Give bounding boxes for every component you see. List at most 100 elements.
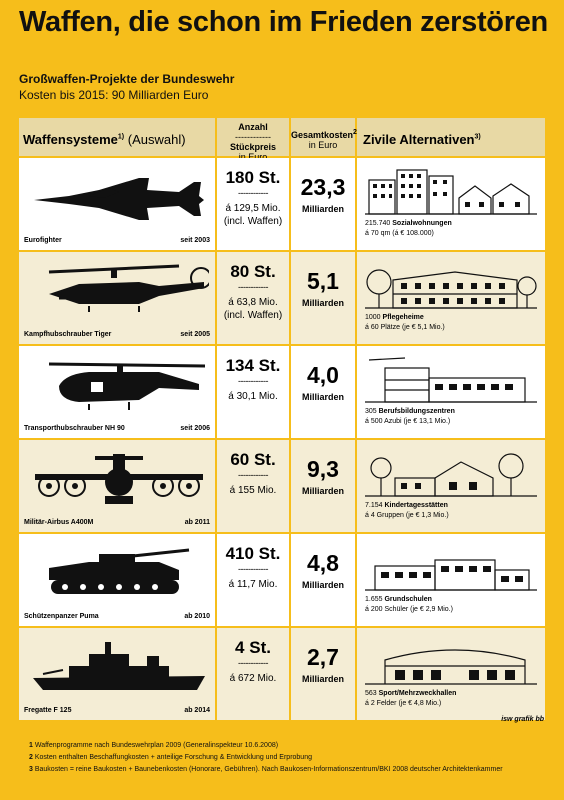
- alternative-count: 1000: [365, 314, 383, 321]
- table-row: Schützenpanzer Puma ab 2010 410 St. ----…: [19, 534, 545, 626]
- total-cost: 4,0: [307, 362, 339, 388]
- header-weapons-sup: 1): [117, 133, 125, 141]
- header-count-line2: Stückpreis: [229, 142, 277, 152]
- header-total-line2: in Euro: [308, 140, 338, 150]
- count-divider: ------------: [238, 282, 268, 292]
- table-row: Transporthubschrauber NH 90 seit 2006 13…: [19, 346, 545, 438]
- cost-line: Kosten bis 2015: 90 Milliarden Euro: [19, 88, 209, 102]
- header-alt-sup: 3): [474, 133, 481, 141]
- alternative-name: Sozialwohnungen: [392, 220, 452, 227]
- page-title: Waffen, die schon im Frieden zerstören: [19, 6, 548, 38]
- weapon-year: ab 2010: [184, 613, 210, 620]
- weapon-year: ab 2011: [184, 519, 210, 526]
- count-divider: ------------: [238, 376, 268, 386]
- table-row: Kampfhubschrauber Tiger seit 2005 80 St.…: [19, 252, 545, 344]
- training-center-icon: [365, 357, 537, 403]
- sports-hall-icon: [365, 649, 537, 685]
- header-alt: Zivile Alternativen: [363, 132, 475, 147]
- tank-icon: [49, 548, 190, 594]
- apartment-buildings-icon: [365, 169, 537, 215]
- header-weapons-note: (Auswahl): [124, 132, 186, 147]
- total-cost: 4,8: [307, 550, 339, 576]
- total-unit: Milliarden: [301, 486, 344, 496]
- unit-price-note: (incl. Waffen): [223, 310, 283, 321]
- credit: isw grafik bb: [501, 716, 544, 723]
- alternative-detail: á 60 Plätze (je € 5,1 Mio.): [365, 324, 445, 331]
- unit-count: 180 St.: [225, 168, 281, 187]
- total-cost: 23,3: [300, 174, 346, 200]
- alternative-detail: á 2 Felder (je € 4,8 Mio.): [365, 700, 442, 707]
- alternative-name: Kindertagesstätten: [384, 502, 448, 509]
- unit-count: 80 St.: [230, 262, 276, 281]
- header-count-line3: in Euro: [238, 152, 268, 162]
- total-cost: 5,1: [307, 268, 339, 294]
- alternative-detail: á 70 qm (á € 108.000): [365, 230, 434, 237]
- unit-price: á 63,8 Mio.: [228, 297, 278, 308]
- weapon-year: seit 2005: [180, 331, 210, 338]
- alternative-count: 7.154: [365, 502, 385, 509]
- header-weapons-cell: Waffensysteme1) (Auswahl): [19, 118, 215, 156]
- weapon-name: Transporthubschrauber NH 90: [24, 425, 125, 432]
- unit-count: 4 St.: [235, 638, 271, 657]
- footnote: 3 Baukosten = reine Baukosten + Bauneben…: [29, 766, 503, 773]
- header-count-cell: Anzahl ------------ Stückpreis in Euro: [217, 118, 289, 162]
- attack-helicopter-icon: [48, 264, 209, 312]
- total-unit: Milliarden: [301, 580, 344, 590]
- count-divider: ------------: [238, 564, 268, 574]
- unit-price: á 30,1 Mio.: [228, 391, 278, 402]
- unit-price: á 155 Mio.: [229, 485, 277, 496]
- unit-price: á 672 Mio.: [229, 673, 277, 684]
- alternative-count: 305: [365, 408, 379, 415]
- unit-count: 134 St.: [225, 356, 281, 375]
- weapon-name: Kampfhubschrauber Tiger: [24, 331, 112, 338]
- care-home-icon: [365, 269, 537, 309]
- alternative-name: Berufsbildungszentren: [378, 408, 455, 415]
- transport-aircraft-icon: [35, 454, 203, 504]
- alternative-detail: á 500 Azubi (je € 13,1 Mio.): [365, 418, 451, 425]
- alternative-count: 1.655: [365, 596, 385, 603]
- header-weapons: Waffensysteme: [23, 132, 118, 147]
- footnote: 1 Waffenprogramme nach Bundeswehrplan 20…: [29, 742, 279, 749]
- header-total-cell: Gesamtkosten2) in Euro: [291, 118, 359, 156]
- count-divider: ------------: [238, 188, 268, 198]
- footnote: 2 Kosten enthalten Beschaffungkosten + a…: [29, 754, 312, 761]
- unit-price: á 129,5 Mio.: [225, 203, 281, 214]
- weapon-name: Eurofighter: [24, 237, 62, 244]
- total-cost: 2,7: [307, 644, 339, 670]
- alternative-count: 215.740: [365, 220, 393, 227]
- header-alt-cell: Zivile Alternativen3): [357, 118, 545, 156]
- alternative-name: Sport/Mehrzweckhallen: [378, 690, 457, 697]
- school-icon: [365, 559, 537, 591]
- weapon-year: seit 2003: [180, 237, 210, 244]
- eurofighter-icon: [34, 178, 204, 220]
- weapon-name: Schützenpanzer Puma: [24, 613, 99, 620]
- alternative-detail: á 200 Schüler (je € 2,9 Mio.): [365, 606, 453, 613]
- footnotes: 1 Waffenprogramme nach Bundeswehrplan 20…: [19, 730, 545, 792]
- count-divider: ------------: [238, 470, 268, 480]
- total-cost: 9,3: [307, 456, 339, 482]
- header-total-line1: Gesamtkosten: [291, 130, 354, 140]
- total-unit: Milliarden: [301, 392, 344, 402]
- total-unit: Milliarden: [301, 674, 344, 684]
- header-total-sup: 2): [353, 129, 359, 136]
- weapon-name: Fregatte F 125: [24, 707, 72, 714]
- kindergarten-icon: [365, 453, 537, 497]
- weapon-year: ab 2014: [184, 707, 210, 714]
- header-count-line1: Anzahl: [238, 122, 268, 132]
- weapon-year: seit 2006: [180, 425, 210, 432]
- table-row: Militär-Airbus A400M ab 2011 60 St. ----…: [19, 440, 545, 532]
- alternative-name: Grundschulen: [384, 596, 432, 603]
- frigate-icon: [33, 642, 205, 690]
- unit-price: á 11,7 Mio.: [228, 579, 278, 590]
- subtitle: Großwaffen-Projekte der Bundeswehr: [19, 72, 235, 86]
- transport-helicopter-icon: [48, 362, 206, 410]
- weapon-name: Militär-Airbus A400M: [24, 519, 94, 526]
- alternative-count: 563: [365, 690, 379, 697]
- alternative-detail: á 4 Gruppen (je € 1,3 Mio.): [365, 512, 449, 519]
- total-unit: Milliarden: [301, 204, 344, 214]
- unit-count: 410 St.: [225, 544, 281, 563]
- header-count-dash: ------------: [235, 132, 271, 142]
- total-unit: Milliarden: [301, 298, 344, 308]
- table-row: Fregatte F 125 ab 2014 4 St. -----------…: [19, 628, 545, 720]
